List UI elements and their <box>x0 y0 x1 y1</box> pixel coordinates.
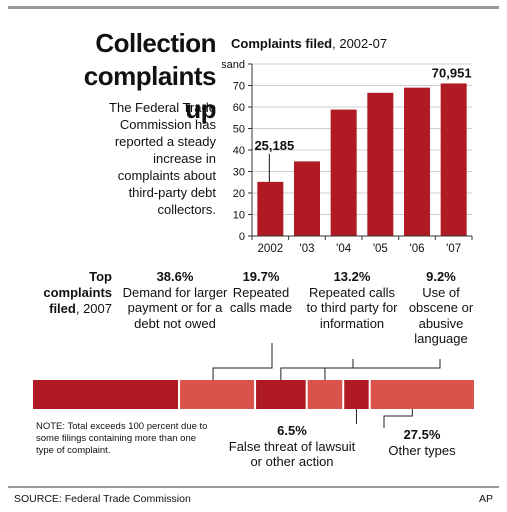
bar-07 <box>440 83 467 236</box>
y-tick-label: 30 <box>233 167 245 179</box>
category-pct-repeated-calls: 19.7% <box>242 269 280 284</box>
y-tick-label: 0 <box>239 231 245 243</box>
top-rule <box>8 6 499 9</box>
bottom-rule <box>8 486 499 488</box>
y-tick-label: 50 <box>233 124 245 136</box>
y-tick-label: 10 <box>233 210 245 222</box>
headline-line-2: complaints up <box>83 61 217 124</box>
category-label-obscene: 9.2% Use of obscene or abusive language <box>398 269 484 347</box>
segment-0 <box>33 380 179 409</box>
bar-06 <box>404 87 430 237</box>
category-pct-third-party: 13.2% <box>333 269 371 284</box>
headline-line-1: Collection <box>95 28 216 58</box>
x-tick-label: '07 <box>446 243 461 255</box>
data-label: 25,185 <box>254 138 294 153</box>
y-tick-label: 20 <box>233 188 245 200</box>
x-tick-label: '04 <box>336 243 352 255</box>
top-complaints-title-year: , 2007 <box>75 301 112 316</box>
credit: AP <box>478 493 493 505</box>
data-label: 70,951 <box>432 65 472 80</box>
segment-4 <box>344 380 369 409</box>
headline: Collection complaints up <box>56 27 217 126</box>
top-complaints-title-filed: filed <box>49 301 76 316</box>
x-tick-label: '06 <box>410 243 425 255</box>
category-label-demand: 38.6% Demand for larger payment or for a… <box>118 269 232 331</box>
segment-1 <box>180 380 255 409</box>
bar-03 <box>294 161 320 236</box>
category-text-obscene: Use of obscene or abusive language <box>408 284 474 347</box>
y-tick-label: 60 <box>233 102 245 114</box>
segment-2 <box>256 380 306 409</box>
x-tick-label: '05 <box>373 243 388 255</box>
y-tick-label: 80 thousand <box>222 59 245 71</box>
bar-chart-title: Complaints filed, 2002-07 <box>231 36 387 51</box>
x-tick-label: 2002 <box>258 243 284 255</box>
category-label-repeated-calls: 19.7% Repeated calls made <box>229 269 293 316</box>
bar-chart-title-bold: Complaints filed <box>231 36 333 51</box>
complaints-bar-chart: 0 10 20 30 40 50 60 70 80 thousand 2002 25,185 '03 '… <box>222 59 473 255</box>
bar-chart-title-rest: , 2002-07 <box>332 36 388 51</box>
x-tick-label: '03 <box>300 243 315 255</box>
category-pct-demand: 38.6% <box>156 269 194 284</box>
bar-05 <box>367 92 394 236</box>
category-pct-false-threat: 6.5% <box>277 423 307 438</box>
leader-obscene <box>324 359 441 380</box>
leader-other <box>383 409 413 428</box>
leader-third-party <box>280 359 354 380</box>
segment-5 <box>370 380 474 409</box>
y-tick-label: 40 <box>233 145 245 157</box>
top-complaints-title: Top complaints filed, 2007 <box>14 269 112 317</box>
category-text-third-party: Repeated calls to third party for inform… <box>306 284 398 331</box>
leader-repeated-calls <box>212 343 273 380</box>
top-complaints-title-line-2: complaints <box>43 285 112 300</box>
intro-text: The Federal Trade Commission has reporte… <box>109 100 216 217</box>
footnote: NOTE: Total exceeds 100 percent due to s… <box>36 421 208 456</box>
category-text-other: Other types <box>388 442 456 458</box>
category-text-repeated-calls: Repeated calls made <box>229 284 293 316</box>
category-pct-obscene: 9.2% <box>426 269 456 284</box>
category-pct-other: 27.5% <box>403 427 441 442</box>
bar-04 <box>330 109 357 236</box>
top-complaints-title-line-3: filed, 2007 <box>14 301 112 317</box>
segment-3 <box>307 380 343 409</box>
category-label-third-party: 13.2% Repeated calls to third party for … <box>305 269 399 331</box>
category-text-demand: Demand for larger payment or for a debt … <box>122 284 228 331</box>
top-complaints-title-line-1: Top <box>89 269 112 284</box>
category-label-other: 27.5% Other types <box>372 427 472 458</box>
category-label-false-threat: 6.5% False threat of lawsuit or other ac… <box>224 423 360 470</box>
category-text-false-threat: False threat of lawsuit or other action <box>228 438 356 470</box>
y-tick-label: 70 <box>233 81 245 93</box>
bar-2002 <box>257 181 284 236</box>
source-line: SOURCE: Federal Trade Commission <box>14 493 191 505</box>
